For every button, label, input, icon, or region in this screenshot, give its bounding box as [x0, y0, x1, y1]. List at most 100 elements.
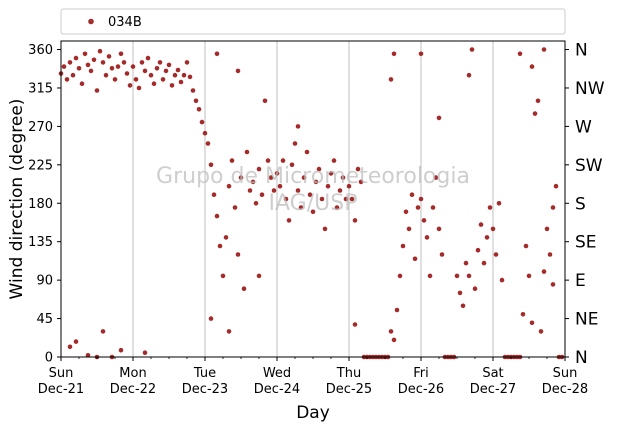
data-point [256, 166, 262, 172]
right-direction-label: SE [575, 233, 597, 253]
data-point [331, 158, 337, 163]
data-point [157, 60, 163, 65]
x-tick-date: Dec-22 [110, 382, 156, 397]
data-point [133, 77, 139, 82]
x-tick-day: Fri [413, 366, 429, 381]
x-tick-date: Dec-27 [470, 382, 516, 397]
data-point [130, 64, 136, 69]
x-axis-label: Day [296, 403, 330, 423]
right-direction-label: NW [575, 79, 605, 99]
data-point [310, 209, 316, 215]
data-point [490, 226, 496, 232]
data-point [418, 196, 424, 202]
y-tick-label: 225 [28, 158, 53, 173]
data-point [100, 329, 106, 334]
data-point [523, 243, 529, 249]
data-point [295, 188, 301, 193]
data-point [358, 179, 364, 185]
data-point [283, 196, 289, 202]
data-point [292, 141, 298, 146]
data-point [553, 183, 559, 189]
data-point [529, 320, 535, 326]
right-direction-label: SW [575, 156, 603, 176]
data-point [142, 68, 148, 74]
data-point [103, 72, 109, 78]
data-point [403, 209, 409, 215]
data-point [433, 175, 439, 180]
data-point [223, 235, 229, 240]
data-point [424, 235, 430, 240]
data-point [409, 192, 415, 197]
data-point [85, 62, 91, 68]
data-point [334, 205, 340, 210]
data-point [478, 222, 484, 227]
data-point [166, 62, 172, 68]
data-point [319, 196, 325, 202]
data-point [472, 286, 478, 292]
data-point [235, 68, 241, 74]
right-direction-label: W [575, 117, 592, 137]
data-point [436, 115, 442, 121]
data-point [271, 188, 277, 193]
x-axis-ticks: SunDec-21MonDec-22TueDec-23WedDec-24ThuD… [38, 357, 588, 397]
data-point [517, 51, 523, 57]
x-tick-day: Sun [49, 366, 74, 381]
data-point [520, 312, 526, 317]
data-point [313, 179, 319, 185]
data-point [277, 183, 283, 189]
plot-area: Grupo de Micrometeorologia IAG/USP [58, 40, 566, 360]
y-tick-label: 45 [36, 312, 53, 327]
data-point [229, 158, 235, 163]
x-tick-day: Mon [119, 366, 146, 381]
data-point [355, 166, 361, 172]
data-point [391, 51, 397, 57]
data-point [226, 183, 232, 189]
data-point [214, 51, 220, 57]
data-point [262, 98, 268, 104]
y-tick-label: 180 [28, 197, 53, 212]
x-tick-day: Tue [193, 366, 216, 381]
data-point [85, 353, 91, 358]
right-direction-label: E [575, 271, 586, 291]
x-tick-day: Sun [553, 366, 578, 381]
data-point [214, 213, 220, 219]
data-point [454, 273, 460, 279]
data-point [550, 282, 556, 287]
data-point [325, 183, 331, 189]
data-point [67, 344, 73, 350]
data-point [256, 273, 262, 279]
data-point [352, 322, 358, 327]
data-point [499, 277, 505, 283]
data-point [88, 68, 94, 74]
data-point [220, 273, 226, 279]
x-tick-date: Dec-26 [398, 382, 444, 397]
data-point [298, 205, 304, 210]
data-point [349, 196, 355, 202]
data-point [187, 74, 193, 80]
data-point [307, 192, 313, 197]
data-point [496, 201, 502, 206]
data-point [322, 226, 328, 232]
data-point [106, 54, 112, 59]
x-tick-date: Dec-23 [182, 382, 228, 397]
data-point [526, 273, 532, 279]
data-point [181, 72, 187, 78]
data-point [247, 188, 253, 193]
data-point [160, 77, 166, 82]
data-point [232, 205, 238, 210]
data-point [487, 205, 493, 210]
data-point [112, 77, 118, 82]
data-point [457, 290, 463, 296]
data-point [238, 175, 244, 180]
data-point [196, 107, 202, 112]
right-direction-label: N [575, 41, 588, 61]
data-point [430, 205, 436, 210]
data-point [208, 316, 214, 321]
data-point [61, 64, 67, 69]
data-point [316, 166, 322, 172]
data-point [205, 141, 211, 146]
x-tick-day: Wed [263, 366, 291, 381]
y-tick-label: 135 [28, 235, 53, 250]
data-point [142, 350, 148, 356]
